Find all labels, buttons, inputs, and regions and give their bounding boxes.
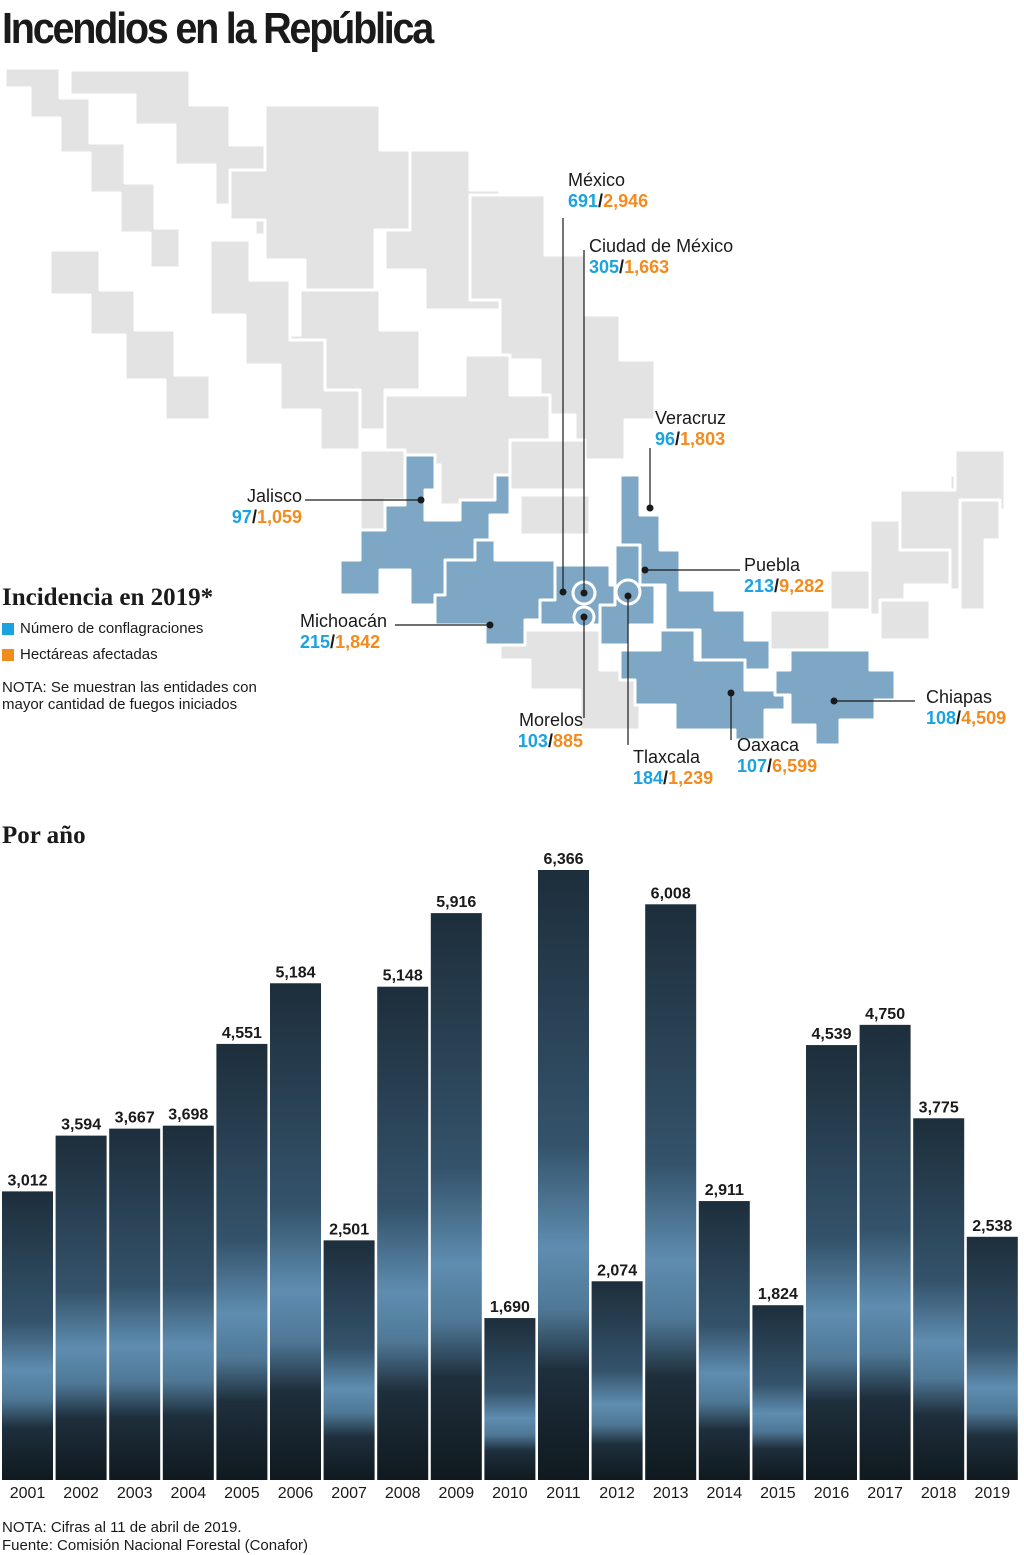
legend-title: Incidencia en 2019*: [2, 584, 214, 611]
bar-2016: [806, 1045, 857, 1480]
label-michoacan: Michoacán 215/1,842: [300, 611, 388, 652]
page-title: Incendios en la República: [2, 4, 434, 53]
bar-2014: [698, 1201, 750, 1480]
map-leaders: [305, 218, 915, 745]
footnote-note: NOTA: Cifras al 11 de abril de 2019.: [2, 1519, 242, 1536]
legend-label-fires: Número de conflagraciones: [20, 620, 204, 637]
bar-2019: [966, 1236, 1018, 1480]
bar-2015: [752, 1305, 804, 1480]
x-tick-label: 2001: [10, 1485, 46, 1502]
bar-value-label: 1,690: [490, 1299, 530, 1316]
bar-value-label: 4,551: [222, 1025, 262, 1042]
bar-value-label: 4,750: [865, 1006, 905, 1023]
label-mexico: México 691/2,946: [568, 170, 649, 211]
x-tick-label: 2017: [867, 1485, 903, 1502]
x-tick-label: 2002: [63, 1485, 99, 1502]
x-tick-label: 2009: [439, 1485, 475, 1502]
bar-2010: [484, 1318, 536, 1480]
label-cdmx: Ciudad de México 305/1,663: [589, 236, 734, 277]
x-tick-label: 2015: [760, 1485, 796, 1502]
legend-swatch-orange: [2, 648, 14, 661]
bar-value-labels: 3,012 3,594 3,667 3,698 4,551 5,184 2,501 5,148…: [7, 851, 1012, 1316]
bars-group: [2, 870, 1018, 1480]
x-tick-label: 2016: [814, 1485, 850, 1502]
bar-2018: [913, 1118, 965, 1480]
legend-item-hectares: Hectáreas afectadas: [2, 646, 158, 663]
map-highlight: [338, 453, 897, 747]
footnote-source: Fuente: Comisión Nacional Forestal (Cona…: [2, 1537, 308, 1554]
bar-value-label: 5,184: [275, 964, 315, 981]
legend-note: NOTA: Se muestran las entidades con mayo…: [2, 679, 257, 713]
x-tick-label: 2010: [492, 1485, 528, 1502]
bar-value-label: 4,539: [811, 1026, 851, 1043]
x-tick-label: 2005: [224, 1485, 260, 1502]
bar-value-label: 1,824: [758, 1286, 798, 1303]
state-michoacan: [433, 538, 557, 647]
bar-2012: [591, 1281, 643, 1480]
bar-2008: [377, 986, 429, 1480]
state-chiapas: [773, 648, 897, 747]
bar-value-label: 6,366: [543, 851, 583, 868]
label-tlaxcala: Tlaxcala 184/1,239: [633, 747, 714, 788]
bar-2009: [430, 913, 482, 1480]
bar-value-label: 2,538: [972, 1218, 1012, 1235]
legend-item-fires: Número de conflagraciones: [2, 620, 203, 637]
x-tick-label: 2011: [546, 1485, 581, 1502]
x-tick-label: 2008: [385, 1485, 421, 1502]
label-oaxaca: Oaxaca 107/6,599: [737, 735, 818, 776]
legend-label-hectares: Hectáreas afectadas: [20, 646, 158, 663]
label-puebla: Puebla 213/9,282: [744, 555, 825, 596]
bar-value-label: 5,148: [383, 968, 423, 985]
x-tick-label: 2004: [171, 1485, 207, 1502]
bar-value-label: 3,012: [7, 1172, 47, 1189]
legend-swatch-blue: [2, 622, 14, 635]
bar-2006: [270, 983, 321, 1480]
bar-value-label: 6,008: [651, 885, 691, 902]
label-veracruz: Veracruz 96/1,803: [655, 408, 727, 449]
label-chiapas: Chiapas 108/4,509: [926, 687, 1007, 728]
bar-value-label: 3,667: [115, 1110, 155, 1127]
x-tick-label: 2006: [278, 1485, 314, 1502]
x-tick-label: 2014: [707, 1485, 743, 1502]
x-axis-labels: 2001 2002 2003 2004 2005 2006 2007 2008 2009 2010…: [10, 1485, 1010, 1502]
chart-title: Por año: [2, 822, 86, 849]
bar-value-label: 2,501: [329, 1221, 369, 1238]
x-tick-label: 2018: [921, 1485, 957, 1502]
bar-2003: [109, 1128, 161, 1480]
bar-2004: [162, 1125, 214, 1480]
x-tick-label: 2003: [117, 1485, 153, 1502]
bar-value-label: 3,594: [61, 1117, 101, 1134]
mexico-map: [3, 66, 1007, 747]
bar-value-label: 3,775: [919, 1099, 959, 1116]
bar-2011: [538, 870, 589, 1480]
bar-value-label: 3,698: [168, 1107, 208, 1124]
bar-value-label: 5,916: [436, 894, 476, 911]
bar-2017: [859, 1024, 911, 1480]
bar-2007: [323, 1240, 375, 1480]
x-tick-label: 2013: [653, 1485, 689, 1502]
bar-2005: [216, 1043, 268, 1480]
state-oaxaca: [618, 628, 787, 742]
x-tick-label: 2007: [331, 1485, 367, 1502]
bar-value-label: 2,911: [705, 1182, 744, 1199]
x-tick-label: 2012: [599, 1485, 635, 1502]
x-tick-label: 2019: [975, 1485, 1011, 1502]
bar-2002: [55, 1135, 107, 1480]
bar-value-label: 2,074: [597, 1262, 637, 1279]
bar-2001: [2, 1191, 53, 1480]
bar-chart: 3,012 3,594 3,667 3,698 4,551 5,184 2,501 5,148…: [2, 851, 1018, 1502]
label-jalisco: Jalisco 97/1,059: [231, 486, 302, 527]
label-morelos: Morelos 103/885: [517, 710, 583, 751]
bar-2013: [645, 904, 697, 1480]
